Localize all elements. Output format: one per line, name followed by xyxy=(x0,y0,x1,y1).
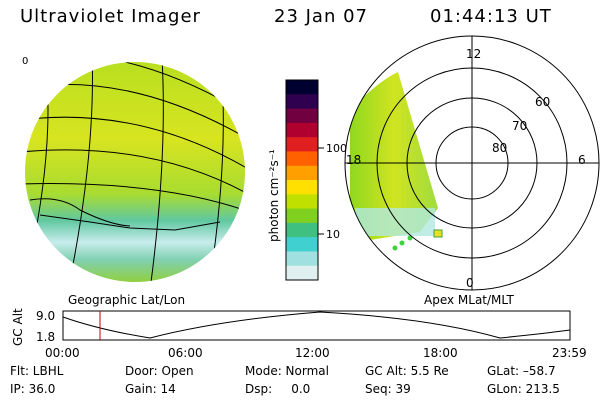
geographic-caption: Geographic Lat/Lon xyxy=(68,293,185,307)
mlt-label-18: 18 xyxy=(346,153,361,167)
colorbar-cell xyxy=(286,151,318,167)
info-glon: GLon: 213.5 xyxy=(487,382,560,396)
timeline-x-tick-4: 23:59 xyxy=(552,346,587,360)
mlt-label-6: 6 xyxy=(578,153,586,167)
timeline-x-tick-2: 12:00 xyxy=(295,346,330,360)
time-label: 01:44:13 UT xyxy=(430,6,552,27)
colorbar-cell xyxy=(286,237,318,252)
timeline-x-tick-0: 00:00 xyxy=(45,346,80,360)
colorbar-cell xyxy=(286,94,318,110)
colorbar-cell xyxy=(286,137,318,152)
polar-plot: 12 18 6 0 60 70 80 xyxy=(344,35,600,291)
info-seq: Seq: 39 xyxy=(365,382,411,396)
left-edge-label: 0 xyxy=(22,56,28,67)
altitude-timeline: GC Alt 9.0 1.8 00:00 06:00 12:00 18:00 2… xyxy=(11,308,587,360)
colorbar-cell xyxy=(286,222,318,238)
info-ip: IP: 36.0 xyxy=(10,382,56,396)
colorbar-cell xyxy=(286,108,318,124)
colorbar-cell xyxy=(286,208,318,224)
info-mode: Mode: Normal xyxy=(245,364,329,378)
apex-caption: Apex MLat/MLT xyxy=(424,293,514,307)
date-label: 23 Jan 07 xyxy=(274,6,368,27)
timeline-axis-label: GC Alt xyxy=(11,308,25,346)
info-dsp: Dsp: 0.0 xyxy=(245,382,311,396)
colorbar-cell xyxy=(286,80,318,95)
info-glat: GLat: –58.7 xyxy=(487,364,556,378)
mlat-label-70: 70 xyxy=(512,119,527,133)
colorbar-cell xyxy=(286,194,318,210)
geographic-image xyxy=(25,62,245,282)
colorbar-tick-100: 100 xyxy=(326,142,347,155)
mlt-label-0: 0 xyxy=(466,276,474,290)
colorbar-cell xyxy=(286,265,318,281)
colorbar-cell xyxy=(286,180,318,195)
colorbar-tick-10: 10 xyxy=(326,228,340,241)
mlat-label-60: 60 xyxy=(535,95,550,109)
colorbar-cell xyxy=(286,122,318,138)
info-filter: Flt: LBHL xyxy=(10,364,64,378)
title: Ultraviolet Imager xyxy=(20,6,201,27)
info-gain: Gain: 14 xyxy=(125,382,176,396)
info-gc-alt: GC Alt: 5.5 Re xyxy=(365,364,449,378)
timeline-y-bottom: 1.8 xyxy=(36,330,55,344)
timeline-x-tick-3: 18:00 xyxy=(423,346,458,360)
colorbar-cell xyxy=(286,165,318,181)
timeline-x-tick-1: 06:00 xyxy=(168,346,203,360)
mlt-label-12: 12 xyxy=(466,47,481,61)
timeline-y-top: 9.0 xyxy=(36,309,55,323)
mlat-label-80: 80 xyxy=(492,141,507,155)
colorbar-cell xyxy=(286,251,318,267)
colorbar-cells xyxy=(286,80,318,281)
info-door: Door: Open xyxy=(125,364,194,378)
colorbar-unit-label: photon cm⁻²s⁻¹ xyxy=(267,149,281,242)
colorbar: 100 10 photon cm⁻²s⁻¹ xyxy=(267,79,347,281)
